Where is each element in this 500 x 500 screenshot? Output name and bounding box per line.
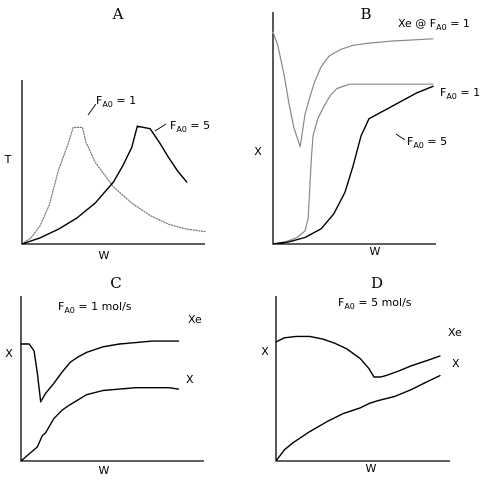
series-line-f-a0-5 xyxy=(21,125,188,245)
panel-c-xlabel: W xyxy=(99,464,110,477)
panel-d-ylabel: X xyxy=(261,345,269,358)
series-line-x xyxy=(275,374,441,462)
panel-c-subtitle: FA0 = 1 mol/s xyxy=(58,300,132,315)
panel-b-leader-fa0-5 xyxy=(395,133,406,141)
series-line-f-a0-1 xyxy=(21,126,206,245)
panel-a-leader-fa0-1 xyxy=(87,103,97,116)
series-line-xe-f-a0-1 xyxy=(272,31,434,148)
panel-c-title: C xyxy=(110,274,121,292)
panel-d: D FA0 = 5 mol/s X W Xe X xyxy=(261,274,462,475)
panel-a-plot xyxy=(21,125,206,245)
series-line-xe xyxy=(20,340,180,403)
series-line-f-a0-1 xyxy=(272,83,434,245)
panel-d-plot xyxy=(275,335,441,462)
panel-a-label-fa0-5: FA0 = 5 xyxy=(170,119,210,134)
panel-c-label-xe: Xe xyxy=(188,313,202,326)
panel-c-ylabel: X xyxy=(5,347,13,360)
panel-a-ylabel: T xyxy=(4,153,12,166)
series-line-xe xyxy=(275,335,441,378)
panel-a-title: A xyxy=(112,5,124,23)
panel-b-ylabel: X xyxy=(254,145,262,158)
panel-b-label-xe: Xe @ FA0 = 1 xyxy=(398,17,470,32)
panel-d-xlabel: W xyxy=(366,462,377,475)
panel-a-leader-fa0-5 xyxy=(154,123,167,132)
panel-c-plot xyxy=(20,340,180,462)
panel-b-label-fa0-1: FA0 = 1 xyxy=(440,86,480,101)
panel-b-title: B xyxy=(360,5,371,23)
panel-a: A T W FA0 = 1 FA0 = 5 xyxy=(4,5,210,262)
panel-b-label-fa0-5: FA0 = 5 xyxy=(407,135,447,150)
panel-c-label-x: X xyxy=(186,373,194,386)
panel-b: B X W Xe @ FA0 = 1 FA0 = 1 FA0 = 5 xyxy=(254,5,480,258)
panel-a-xlabel: W xyxy=(99,249,110,262)
panel-d-label-x: X xyxy=(452,357,460,370)
panel-b-plot xyxy=(272,31,434,245)
panel-d-subtitle: FA0 = 5 mol/s xyxy=(338,296,412,311)
series-line-f-a0-5 xyxy=(272,85,434,245)
panel-a-label-fa0-1: FA0 = 1 xyxy=(96,94,136,109)
panel-d-label-xe: Xe xyxy=(448,326,462,339)
panel-d-title: D xyxy=(371,274,383,292)
series-line-x xyxy=(20,387,180,462)
panel-c: C FA0 = 1 mol/s X W Xe X xyxy=(5,274,204,477)
panel-b-xlabel: W xyxy=(370,245,381,258)
